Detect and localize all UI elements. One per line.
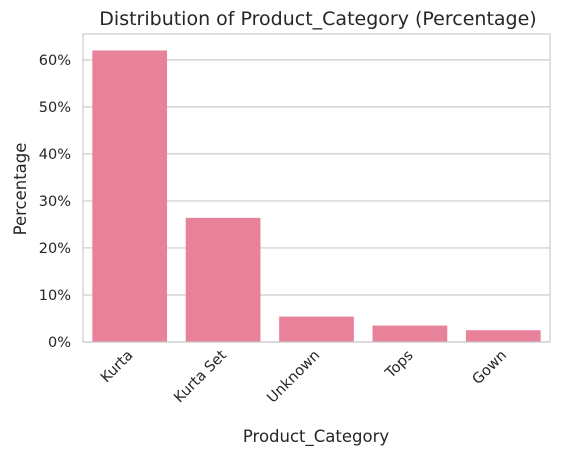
x-tick-label: Gown [470, 348, 510, 388]
x-tick-labels: Kurta Kurta Set Unknown Tops Gown [98, 347, 510, 406]
plot-area: 0% 10% 20% 30% 40% 50% 60% Kurta Kurta Set Unkno… [39, 33, 551, 406]
y-tick-label: 30% [39, 194, 71, 210]
y-tick-label: 20% [39, 241, 71, 257]
bar-gown [465, 330, 541, 342]
y-tick-label: 60% [39, 53, 71, 69]
x-tick-label: Kurta [98, 348, 137, 387]
x-axis-label: Product_Category [243, 427, 390, 447]
x-tick-label: Tops [382, 348, 417, 383]
chart-title: Distribution of Product_Category (Percen… [99, 8, 536, 30]
bars [92, 50, 541, 343]
y-tick-label: 50% [39, 100, 71, 116]
y-tick-labels: 0% 10% 20% 30% 40% 50% 60% [39, 53, 71, 351]
x-tick-label: Kurta Set [171, 347, 230, 406]
x-tick-label: Unknown [264, 348, 323, 407]
bar-kurta [92, 50, 168, 343]
y-tick-label: 0% [48, 335, 71, 351]
bar-kurta-set [185, 217, 261, 342]
bar-unknown [279, 316, 354, 342]
y-tick-label: 40% [39, 147, 71, 163]
bar-tops [372, 325, 448, 342]
y-tick-label: 10% [39, 288, 71, 304]
axes-frame [82, 33, 551, 343]
y-axis-label: Percentage [11, 143, 30, 236]
